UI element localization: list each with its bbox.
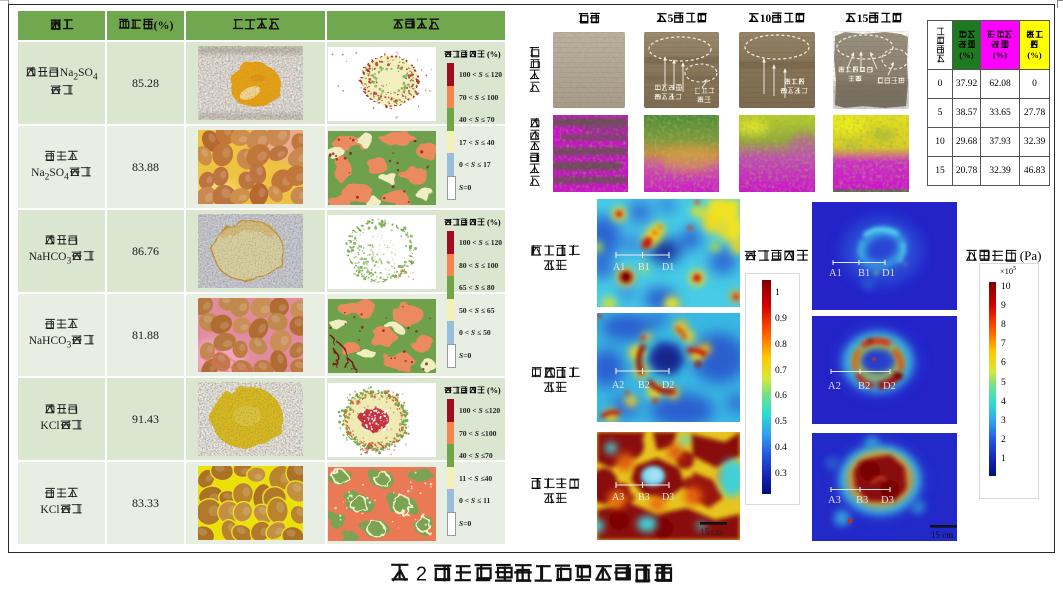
svg-text:A2: A2 — [828, 381, 841, 392]
svg-text:B1: B1 — [638, 262, 650, 273]
svg-text:D2: D2 — [662, 380, 674, 391]
svg-text:B1: B1 — [858, 268, 870, 279]
svg-text:B3: B3 — [638, 492, 650, 503]
svg-text:15 cm: 15 cm — [931, 530, 953, 540]
svg-text:B3: B3 — [856, 495, 868, 506]
svg-text:D3: D3 — [881, 495, 894, 506]
svg-text:D2: D2 — [883, 381, 896, 392]
svg-text:A3: A3 — [828, 495, 841, 506]
svg-text:15 cm: 15 cm — [700, 527, 722, 537]
svg-text:B2: B2 — [638, 380, 650, 391]
svg-text:A1: A1 — [829, 268, 842, 279]
svg-text:B2: B2 — [858, 381, 870, 392]
svg-text:A1: A1 — [613, 262, 625, 273]
svg-text:D1: D1 — [662, 262, 674, 273]
svg-text:A3: A3 — [612, 492, 624, 503]
svg-text:D1: D1 — [882, 268, 895, 279]
svg-text:A2: A2 — [612, 380, 624, 391]
svg-text:D3: D3 — [662, 492, 674, 503]
